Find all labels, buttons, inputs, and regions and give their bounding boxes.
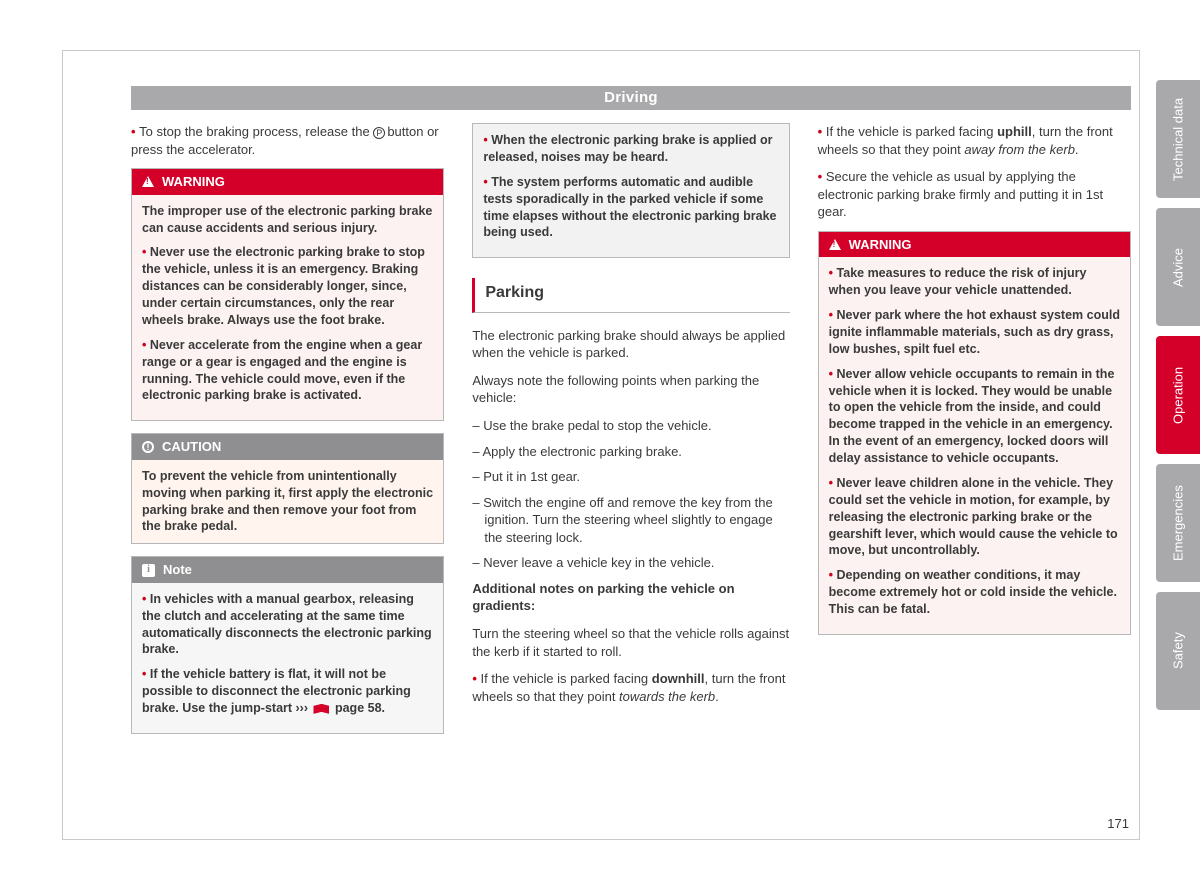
warning-item: Take measures to reduce the risk of inju… [829, 265, 1120, 299]
downhill-italic: towards the kerb [619, 689, 715, 704]
gray-item: When the electronic parking brake is app… [483, 132, 778, 166]
warning-item: Never accelerate from the engine when a … [142, 337, 433, 405]
gray-info-box: When the electronic parking brake is app… [472, 123, 789, 258]
section-heading: Parking [472, 278, 789, 313]
downhill-paragraph: If the vehicle is parked facing downhill… [472, 670, 789, 705]
caution-header: ! CAUTION [132, 434, 443, 460]
content-columns: To stop the braking process, release the… [131, 123, 1131, 746]
tab-advice[interactable]: Advice [1156, 208, 1200, 326]
downhill-pre: If the vehicle is parked facing [472, 671, 651, 686]
gradients-p: Turn the steering wheel so that the vehi… [472, 625, 789, 660]
page-ref: page 58 [335, 701, 382, 715]
intro-paragraph: To stop the braking process, release the… [131, 123, 444, 158]
warning-body: The improper use of the electronic parki… [132, 195, 443, 421]
note-header: i Note [132, 557, 443, 583]
uphill-word: uphill [997, 124, 1032, 139]
parking-step: Put it in 1st gear. [472, 468, 789, 486]
section-title: Parking [485, 284, 544, 301]
page-number: 171 [1107, 816, 1129, 831]
secure-paragraph: Secure the vehicle as usual by applying … [818, 168, 1131, 221]
info-icon: i [142, 564, 155, 577]
warning-item: Never leave children alone in the vehicl… [829, 475, 1120, 559]
page-header: Driving [131, 86, 1131, 110]
tab-technical-data[interactable]: Technical data [1156, 80, 1200, 198]
gradients-subhead: Additional notes on parking the vehicle … [472, 580, 789, 615]
parking-p1: The electronic parking brake should alwa… [472, 327, 789, 362]
warning-label: WARNING [162, 173, 225, 191]
page-frame: Driving To stop the braking process, rel… [62, 50, 1140, 840]
downhill-dot: . [715, 689, 719, 704]
caution-body: To prevent the vehicle from unintentiona… [132, 460, 443, 544]
caution-label: CAUTION [162, 438, 221, 456]
warning-item: Never use the electronic parking brake t… [142, 244, 433, 328]
caution-text: To prevent the vehicle from unintentiona… [142, 469, 433, 534]
intro-bullet-text: To stop the braking process, release the [131, 124, 373, 139]
caution-circle-icon: ! [142, 441, 154, 453]
tab-safety[interactable]: Safety [1156, 592, 1200, 710]
note-label: Note [163, 561, 192, 579]
warning-item: Never park where the hot exhaust system … [829, 307, 1120, 358]
caution-box: ! CAUTION To prevent the vehicle from un… [131, 433, 444, 544]
note-box: i Note In vehicles with a manual gearbox… [131, 556, 444, 734]
warning-body: Take measures to reduce the risk of inju… [819, 257, 1130, 634]
warning-box-2: WARNING Take measures to reduce the risk… [818, 231, 1131, 635]
note-item: If the vehicle battery is flat, it will … [142, 666, 433, 717]
column-3: If the vehicle is parked facing uphill, … [818, 123, 1131, 746]
warning-header: WARNING [132, 169, 443, 195]
uphill-pre: If the vehicle is parked facing [818, 124, 997, 139]
gray-item: The system performs automatic and audibl… [483, 174, 778, 242]
warning-item: Depending on weather conditions, it may … [829, 567, 1120, 618]
tab-operation[interactable]: Operation [1156, 336, 1200, 454]
note-body: In vehicles with a manual gearbox, relea… [132, 583, 443, 733]
parking-step: Switch the engine off and remove the key… [472, 494, 789, 547]
warning-box-1: WARNING The improper use of the electron… [131, 168, 444, 421]
uphill-paragraph: If the vehicle is parked facing uphill, … [818, 123, 1131, 158]
parking-step: Never leave a vehicle key in the vehicle… [472, 554, 789, 572]
gray-box-body: When the electronic parking brake is app… [473, 124, 788, 257]
parking-step: Use the brake pedal to stop the vehicle. [472, 417, 789, 435]
warning-lead: The improper use of the electronic parki… [142, 203, 433, 237]
side-tabs: Technical data Advice Operation Emergenc… [1156, 80, 1200, 720]
uphill-italic: away from the kerb [964, 142, 1075, 157]
book-icon [313, 704, 329, 714]
parking-step: Apply the electronic parking brake. [472, 443, 789, 461]
warning-triangle-icon [142, 176, 154, 187]
warning-label: WARNING [849, 236, 912, 254]
p-button-icon: P [373, 127, 385, 139]
downhill-word: downhill [652, 671, 705, 686]
uphill-dot: . [1075, 142, 1079, 157]
column-1: To stop the braking process, release the… [131, 123, 444, 746]
page-title: Driving [604, 89, 658, 106]
warning-triangle-icon [829, 239, 841, 250]
warning-header: WARNING [819, 232, 1130, 258]
column-2: When the electronic parking brake is app… [472, 123, 789, 746]
tab-emergencies[interactable]: Emergencies [1156, 464, 1200, 582]
warning-item: Never allow vehicle occupants to remain … [829, 366, 1120, 467]
note-item: In vehicles with a manual gearbox, relea… [142, 591, 433, 659]
secure-text: Secure the vehicle as usual by applying … [818, 169, 1103, 219]
parking-p2: Always note the following points when pa… [472, 372, 789, 407]
